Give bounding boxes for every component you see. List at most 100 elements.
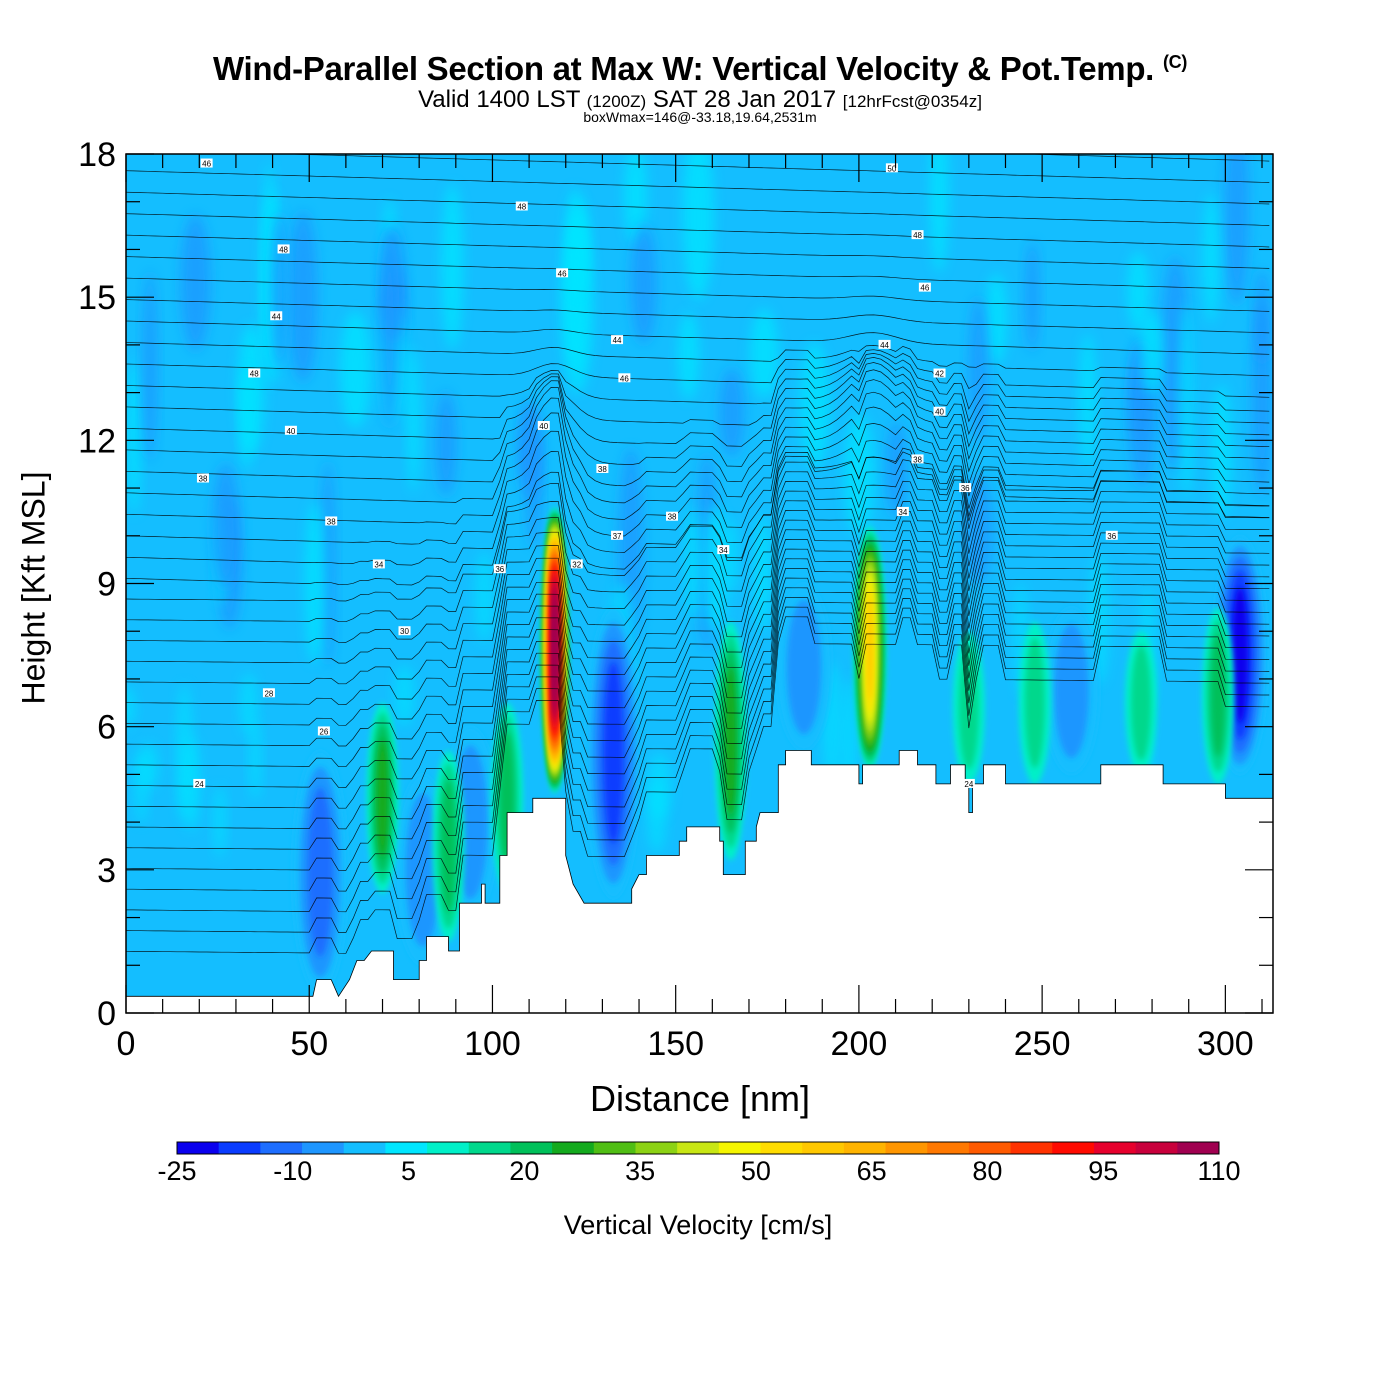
isentrope-line <box>126 362 1270 447</box>
background-streak <box>212 463 240 589</box>
colorbar-tick-label: 95 <box>1088 1156 1118 1186</box>
isentrope-label-box <box>277 244 290 254</box>
colorbar-swatch <box>968 1142 1012 1154</box>
background-streak <box>569 198 590 296</box>
colorbar-tick-label: 80 <box>972 1156 1002 1186</box>
isentrope-line <box>126 423 1270 545</box>
colorbar-swatch <box>843 1142 887 1154</box>
isentrope-label: 44 <box>272 312 281 321</box>
colorbar-swatch <box>885 1142 928 1154</box>
isentrope-label: 48 <box>517 202 526 211</box>
chart-title-text: Wind-Parallel Section at Max W: Vertical… <box>212 50 1155 87</box>
isentrope-line <box>126 539 1270 788</box>
isentrope-line <box>126 234 1270 269</box>
colorbar-swatch <box>427 1142 470 1154</box>
background-streak <box>180 214 211 352</box>
updraft-cell <box>366 702 399 894</box>
background-streak <box>518 406 543 501</box>
isentrope-label: 28 <box>264 689 273 698</box>
isentrope-line <box>126 451 1270 586</box>
colorbar-tick-label: -10 <box>273 1156 312 1186</box>
isentrope-line <box>126 379 1270 487</box>
background-streak <box>647 753 672 819</box>
isentrope-line <box>126 548 1270 809</box>
isentrope-label: 46 <box>620 374 629 383</box>
colorbar-swatch <box>635 1142 678 1154</box>
chart-title: Wind-Parallel Section at Max W: Vertical… <box>0 50 1400 88</box>
velocity-cells <box>292 507 1269 994</box>
background-streak <box>682 154 714 301</box>
isentrope-label-box <box>200 158 213 168</box>
velocity-contour <box>725 666 737 816</box>
isentrope-line <box>126 490 1270 685</box>
x-tick-label: 150 <box>647 1025 704 1063</box>
x-tick-label: 250 <box>1014 1025 1071 1063</box>
downdraft-cell <box>292 750 349 994</box>
x-tick-label: 50 <box>290 1025 328 1063</box>
x-axis: 0 50 100 150 200 250 300 <box>117 154 1263 1063</box>
background-streak <box>719 368 745 457</box>
updraft-cell <box>1125 631 1158 775</box>
updraft-cell <box>1018 621 1051 784</box>
background-streak <box>320 460 336 667</box>
updraft-cell <box>853 526 886 770</box>
isentrope-label: 38 <box>199 475 208 484</box>
updraft-cell <box>1202 607 1235 784</box>
background-streak <box>1140 311 1163 395</box>
downdraft-cell <box>1043 607 1100 775</box>
isentrope-label-box <box>537 421 550 431</box>
colorbar-swatch <box>718 1142 762 1154</box>
isentrope-label: 24 <box>195 780 204 789</box>
isentrope-line <box>126 213 1270 248</box>
background-streak <box>678 311 699 401</box>
isentrope-label: 34 <box>898 508 907 517</box>
x-tick-label: 100 <box>464 1025 521 1063</box>
updraft-cell <box>432 750 465 942</box>
background-streak <box>725 517 738 593</box>
isentrope-label: 34 <box>374 560 383 569</box>
colorbar-swatch <box>177 1142 220 1154</box>
background-streak <box>181 737 201 831</box>
colorbar-frame <box>176 1141 1220 1155</box>
y-tick-label: 9 <box>97 566 116 604</box>
y-tick-label: 6 <box>97 709 116 747</box>
forecast-info: [12hrFcst@0354z] <box>842 92 982 111</box>
isentrope-label-box <box>515 201 528 211</box>
y-tick-label: 15 <box>78 279 116 317</box>
isentrope-label: 48 <box>913 231 922 240</box>
isentrope-label-box <box>596 463 609 473</box>
velocity-contour <box>441 779 456 913</box>
updraft-cell <box>714 621 747 861</box>
isentrope-label-box <box>193 778 206 788</box>
isentrope-line <box>126 391 1270 504</box>
velocity-field: 46 48 48 46 44 44 48 46 40 40 38 38 38 38 37 34 36 32 34 30… <box>126 154 1273 1013</box>
colorbar-tick-label: 20 <box>509 1156 539 1186</box>
updraft-cell <box>952 631 985 784</box>
background-streak <box>1224 154 1250 305</box>
isentrope-label: 38 <box>668 513 677 522</box>
isentrope-label: 37 <box>613 532 622 541</box>
isentrope-line <box>126 459 1270 623</box>
isentrope-line <box>126 320 1270 355</box>
velocity-contour <box>786 599 822 735</box>
isentrope-label-box <box>911 454 924 464</box>
isentrope-label-box <box>962 778 975 788</box>
background-streak <box>213 785 227 859</box>
isentrope-line <box>126 470 1270 643</box>
valid-utc: (1200Z) <box>586 92 647 111</box>
isentrope-label-box <box>959 483 972 493</box>
colorbar-swatch <box>802 1142 845 1154</box>
isentrope-label: 42 <box>935 370 944 379</box>
isentrope-line <box>126 510 1270 726</box>
background-streak <box>304 502 325 664</box>
colorbar-swatch <box>1010 1142 1053 1154</box>
isentrope-label: 50 <box>887 164 896 173</box>
downdraft-cell <box>585 607 642 899</box>
colorbar-swatch <box>302 1142 345 1154</box>
valid-prefix: Valid 1400 LST <box>418 86 580 113</box>
background-streak <box>685 506 700 619</box>
isentrope-label-box <box>911 230 924 240</box>
background-streak <box>249 719 262 801</box>
